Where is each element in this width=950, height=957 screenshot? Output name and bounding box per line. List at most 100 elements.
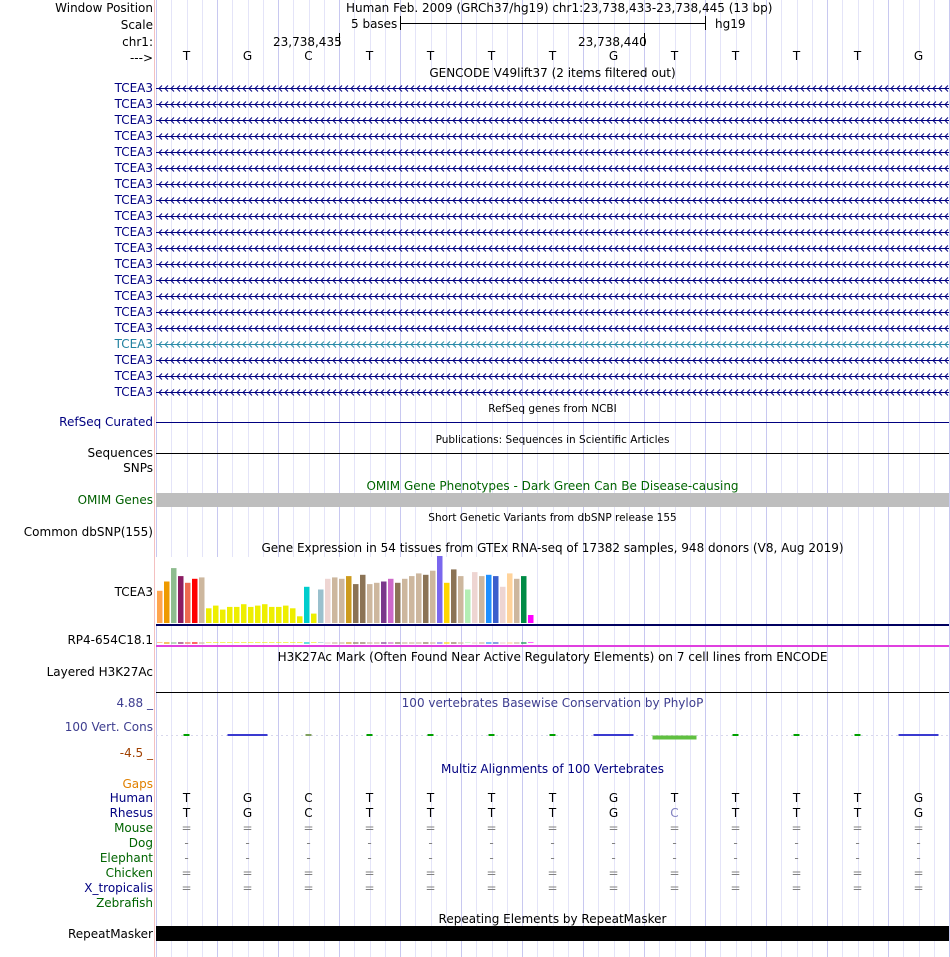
- gencode-transcript-label[interactable]: TCEA3: [114, 369, 153, 383]
- gencode-transcript-line: [156, 261, 949, 268]
- gtex-sub-tissue-bar: [451, 642, 457, 644]
- multiz-species-label[interactable]: X_tropicalis: [84, 881, 153, 895]
- gtex-sub-tissue-bar: [388, 642, 394, 644]
- multiz-base: -: [855, 851, 860, 865]
- multiz-base: =: [608, 881, 619, 895]
- multiz-base: =: [852, 821, 863, 835]
- phylop-score-mark: [793, 734, 800, 736]
- gencode-transcript-line: [156, 85, 949, 92]
- multiz-species-label[interactable]: Human: [109, 791, 153, 805]
- gtex-sub-tissue-bar: [178, 642, 184, 644]
- omim-gene-bar[interactable]: [156, 493, 949, 507]
- gtex-tissue-bar: [493, 576, 499, 623]
- gtex-sub-tissue-bar: [353, 642, 359, 644]
- gtex-sub-tissue-bar: [486, 642, 492, 644]
- multiz-base: -: [428, 851, 433, 865]
- phylop-score-mark: [854, 734, 861, 736]
- gtex-tissue-bar: [213, 605, 219, 623]
- h3k27ac-track-label[interactable]: Layered H3K27Ac: [46, 665, 153, 679]
- base-letter: G: [242, 49, 253, 63]
- gtex-tissue-bar: [206, 608, 212, 623]
- gencode-transcript-label[interactable]: TCEA3: [114, 129, 153, 143]
- gencode-transcript-label[interactable]: TCEA3: [114, 113, 153, 127]
- gtex-tissue-bar: [269, 606, 275, 623]
- gencode-transcript-label[interactable]: TCEA3: [114, 289, 153, 303]
- base-letter: G: [608, 49, 619, 63]
- snps-track-label[interactable]: SNPs: [123, 461, 153, 475]
- gencode-transcript-label[interactable]: TCEA3: [114, 337, 153, 351]
- multiz-base: -: [672, 851, 677, 865]
- gtex-sub-tissue-bar: [325, 642, 331, 644]
- h3k27ac-track-title: H3K27Ac Mark (Often Found Near Active Re…: [277, 650, 828, 664]
- multiz-base: T: [487, 806, 496, 820]
- multiz-base: T: [548, 806, 557, 820]
- multiz-base: =: [181, 821, 192, 835]
- gencode-transcript-label[interactable]: TCEA3: [114, 321, 153, 335]
- multiz-base: =: [669, 821, 680, 835]
- gtex-track-label[interactable]: TCEA3: [114, 585, 153, 599]
- multiz-base: =: [547, 881, 558, 895]
- base-letter: T: [182, 49, 191, 63]
- gencode-transcript-label[interactable]: TCEA3: [114, 385, 153, 399]
- gtex-sub-tissue-bar: [164, 642, 170, 644]
- gencode-transcript-label[interactable]: TCEA3: [114, 305, 153, 319]
- multiz-base: -: [733, 851, 738, 865]
- gencode-transcript-label[interactable]: TCEA3: [114, 209, 153, 223]
- phylop-score-mark: [366, 734, 373, 736]
- multiz-base: =: [303, 866, 314, 880]
- gencode-transcript-label[interactable]: TCEA3: [114, 97, 153, 111]
- omim-track-title: OMIM Gene Phenotypes - Dark Green Can Be…: [366, 479, 739, 493]
- gtex-sub-tissue-bar: [227, 642, 233, 643]
- phylop-score-mark: [183, 734, 190, 736]
- repeatmasker-track-label[interactable]: RepeatMasker: [67, 927, 153, 941]
- multiz-species-label[interactable]: Zebrafish: [96, 896, 153, 910]
- gencode-transcript-line: [156, 389, 949, 396]
- gencode-transcript-label[interactable]: TCEA3: [114, 177, 153, 191]
- base-letter: T: [670, 49, 679, 63]
- multiz-species-label[interactable]: Rhesus: [109, 806, 153, 820]
- gtex-tissue-bar: [437, 556, 443, 623]
- gencode-transcript-label[interactable]: TCEA3: [114, 257, 153, 271]
- phylop-score-mark: [549, 734, 556, 736]
- gtex-sub-tissue-bar: [318, 642, 324, 643]
- gtex-sub-line[interactable]: [156, 645, 949, 647]
- gtex-sub-tissue-bar: [395, 642, 401, 644]
- multiz-base: =: [425, 866, 436, 880]
- refseq-track-label[interactable]: RefSeq Curated: [59, 415, 153, 429]
- base-letter: T: [731, 49, 740, 63]
- publications-track-label[interactable]: Sequences: [87, 446, 153, 460]
- gencode-transcript-label[interactable]: TCEA3: [114, 81, 153, 95]
- phylop-track-label[interactable]: 100 Vert. Cons: [64, 720, 153, 734]
- publications-line[interactable]: [156, 453, 949, 454]
- dbsnp-track-label[interactable]: Common dbSNP(155): [23, 525, 153, 539]
- multiz-base: -: [916, 851, 921, 865]
- refseq-gene-line[interactable]: [156, 422, 949, 423]
- coordinate-tick-b: 23,738,440: [578, 35, 647, 49]
- gencode-transcript-label[interactable]: TCEA3: [114, 161, 153, 175]
- gtex-sub-label[interactable]: RP4-654C18.1: [67, 633, 153, 647]
- multiz-base: =: [730, 821, 741, 835]
- gtex-tissue-bar: [472, 572, 478, 623]
- gtex-gene-line[interactable]: [156, 624, 949, 626]
- multiz-species-label[interactable]: Chicken: [105, 866, 153, 880]
- multiz-base: =: [242, 866, 253, 880]
- gencode-transcript-label[interactable]: TCEA3: [114, 145, 153, 159]
- gencode-transcript-label[interactable]: TCEA3: [114, 193, 153, 207]
- multiz-species-label[interactable]: Dog: [128, 836, 153, 850]
- gencode-transcript-label[interactable]: TCEA3: [114, 225, 153, 239]
- omim-track-label[interactable]: OMIM Genes: [77, 493, 153, 507]
- gencode-transcript-label[interactable]: TCEA3: [114, 241, 153, 255]
- repeatmasker-bar[interactable]: [156, 926, 949, 941]
- multiz-species-label[interactable]: Mouse: [114, 821, 153, 835]
- gtex-tissue-bar: [409, 576, 415, 623]
- gencode-transcript-label[interactable]: TCEA3: [114, 353, 153, 367]
- gencode-transcript-label[interactable]: TCEA3: [114, 273, 153, 287]
- multiz-species-label[interactable]: Elephant: [99, 851, 153, 865]
- multiz-base: =: [791, 866, 802, 880]
- base-letter: T: [487, 49, 496, 63]
- multiz-base: G: [913, 806, 924, 820]
